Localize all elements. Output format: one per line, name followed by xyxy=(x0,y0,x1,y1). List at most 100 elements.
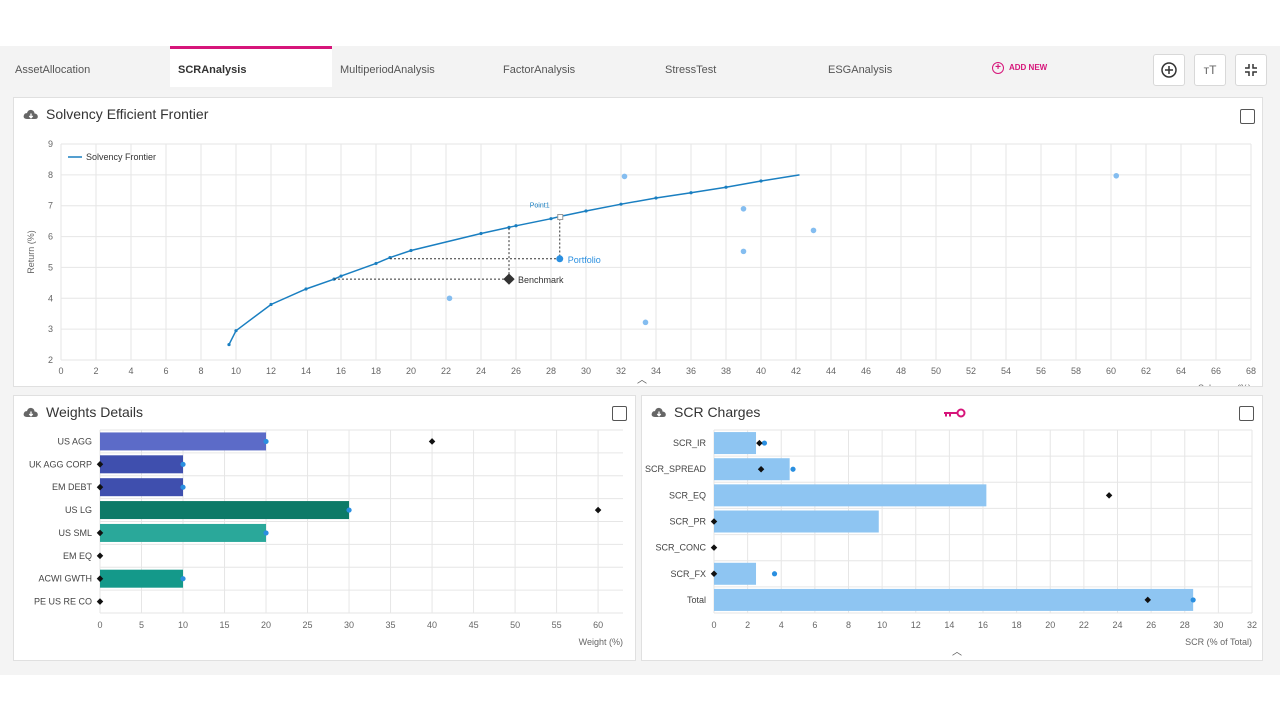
x-tick-label: 4 xyxy=(128,366,133,376)
scr-panel: SCR Charges 0 2 4 6 8 10 12 14 16 18 20 22 24 26 28 30 3… xyxy=(641,395,1263,661)
add-circle-button[interactable] xyxy=(1153,54,1185,86)
x-tick-label: 30 xyxy=(581,366,591,376)
frontier-point xyxy=(227,342,231,347)
x-tick-label: 22 xyxy=(1079,620,1089,630)
scr-bar xyxy=(714,484,987,507)
portfolio-dot xyxy=(180,484,186,490)
benchmark-diamond xyxy=(96,461,104,468)
benchmark-diamond xyxy=(96,575,104,582)
x-tick-label: 2 xyxy=(93,366,98,376)
y-tick-label: 3 xyxy=(48,324,53,334)
frontier-point xyxy=(549,217,553,221)
tab-scr-analysis[interactable]: SCRAnalysis xyxy=(170,46,332,87)
frontier-point xyxy=(374,261,378,266)
benchmark-diamond xyxy=(710,518,718,525)
scr-bar xyxy=(714,432,757,455)
x-tick-label: 66 xyxy=(1211,366,1221,376)
x-tick-label: 8 xyxy=(846,620,851,630)
scr-bar xyxy=(714,588,1194,611)
weight-bar xyxy=(100,569,184,588)
x-tick-label: 15 xyxy=(220,620,230,630)
chart-menu-icon[interactable] xyxy=(1239,406,1254,421)
scatter-point xyxy=(446,295,453,302)
collapse-icon xyxy=(1245,64,1257,76)
x-tick-label: 48 xyxy=(896,366,906,376)
frontier-point xyxy=(479,231,483,236)
add-new-label: ADD NEW xyxy=(1009,63,1048,73)
benchmark-diamond xyxy=(96,529,104,537)
chevron-up-icon[interactable]: ︿ xyxy=(952,647,962,658)
x-tick-label: 4 xyxy=(779,620,784,630)
x-axis-label: SCR (% of Total) xyxy=(1185,637,1252,647)
portfolio-dot xyxy=(263,530,269,536)
y-tick-label: 7 xyxy=(48,201,53,211)
cloud-download-icon[interactable] xyxy=(23,406,39,420)
chart-menu-icon[interactable] xyxy=(612,406,627,421)
weights-title: Weights Details xyxy=(46,404,144,420)
point1-label: Point1 xyxy=(530,203,550,210)
x-tick-label: 50 xyxy=(931,366,941,376)
scr-bar xyxy=(714,510,879,533)
weight-bar xyxy=(100,523,267,542)
x-tick-label: 28 xyxy=(546,366,556,376)
x-tick-label: 6 xyxy=(163,366,168,376)
category-label: US AGG xyxy=(57,436,92,446)
portfolio-label: Portfolio xyxy=(568,255,601,265)
scatter-point xyxy=(621,173,628,180)
x-tick-label: 12 xyxy=(266,366,276,376)
category-label: SCR_EQ xyxy=(669,490,706,500)
x-tick-label: 45 xyxy=(469,620,479,630)
tab-factor-analysis[interactable]: FactorAnalysis xyxy=(503,64,576,76)
chevron-up-icon[interactable]: ︿ xyxy=(637,375,647,386)
tab-asset-allocation[interactable]: AssetAllocation xyxy=(15,64,91,76)
y-tick-label: 9 xyxy=(48,139,53,149)
x-tick-label: 35 xyxy=(386,620,396,630)
y-tick-label: 2 xyxy=(48,355,53,365)
frontier-point xyxy=(269,302,273,307)
scatter-point xyxy=(740,248,747,255)
x-tick-label: 42 xyxy=(791,366,801,376)
collapse-button[interactable] xyxy=(1235,54,1267,86)
frontier-point xyxy=(339,274,343,278)
portfolio-dot xyxy=(790,466,796,472)
x-tick-label: 32 xyxy=(616,366,626,376)
y-tick-label: 4 xyxy=(48,293,53,303)
chart-menu-icon[interactable] xyxy=(1240,109,1255,124)
benchmark-guide xyxy=(334,227,510,280)
tab-esg-analysis[interactable]: ESGAnalysis xyxy=(828,64,893,76)
category-label: EM EQ xyxy=(63,551,92,561)
weight-bar xyxy=(100,432,267,451)
x-tick-label: 36 xyxy=(686,366,696,376)
x-tick-label: 60 xyxy=(1106,366,1116,376)
benchmark-diamond xyxy=(710,570,718,578)
x-tick-label: 20 xyxy=(261,620,271,630)
y-tick-label: 8 xyxy=(48,170,53,180)
x-axis-label: Solvency (%) xyxy=(1198,383,1251,386)
text-size-button[interactable]: тТ xyxy=(1194,54,1226,86)
key-icon[interactable] xyxy=(942,408,966,418)
scatter-point xyxy=(1113,172,1120,179)
benchmark-diamond xyxy=(594,506,602,514)
x-tick-label: 2 xyxy=(745,620,750,630)
cloud-download-icon[interactable] xyxy=(23,108,39,122)
x-tick-label: 32 xyxy=(1247,620,1257,630)
scatter-point xyxy=(740,206,747,212)
x-tick-label: 6 xyxy=(812,620,817,630)
weight-bar xyxy=(100,478,184,497)
add-new-button[interactable]: + ADD NEW xyxy=(992,62,1047,74)
y-tick-label: 6 xyxy=(48,232,53,242)
benchmark-diamond xyxy=(428,438,436,445)
tab-multiperiod-analysis[interactable]: MultiperiodAnalysis xyxy=(340,64,435,76)
x-tick-label: 54 xyxy=(1001,366,1011,376)
tab-stress-test[interactable]: StressTest xyxy=(665,64,717,76)
x-tick-label: 68 xyxy=(1246,366,1256,376)
x-tick-label: 26 xyxy=(511,366,521,376)
portfolio-dot xyxy=(263,438,269,445)
cloud-download-icon[interactable] xyxy=(651,406,667,420)
x-tick-label: 0 xyxy=(97,620,102,630)
frontier-point xyxy=(234,329,238,333)
weight-bar xyxy=(100,501,350,520)
x-tick-label: 46 xyxy=(861,366,871,376)
x-tick-label: 40 xyxy=(427,620,437,630)
